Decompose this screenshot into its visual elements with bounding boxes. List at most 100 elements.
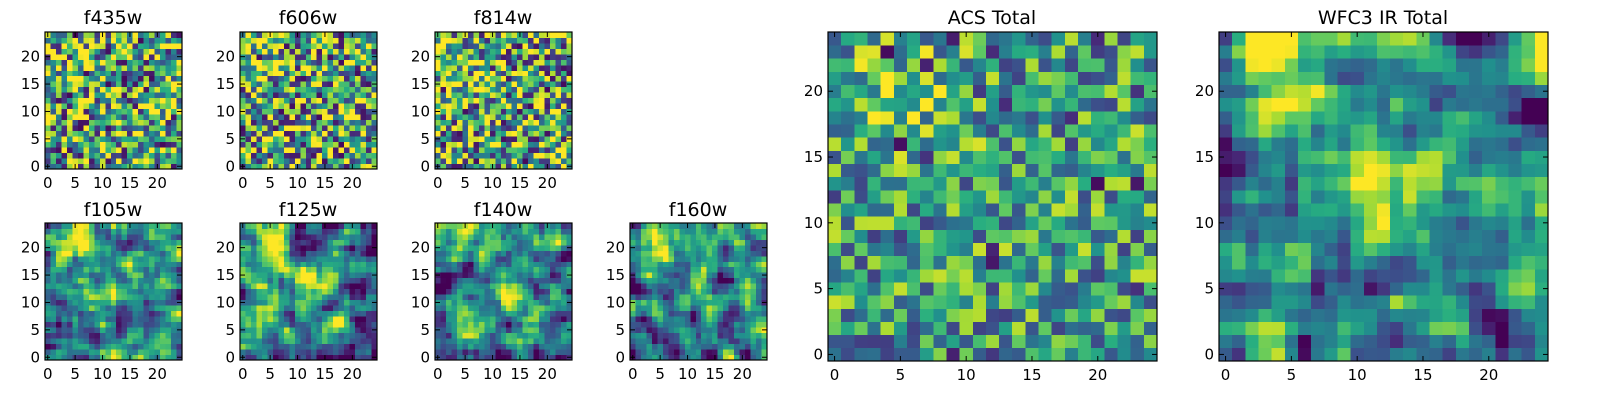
heatmap-cell (160, 255, 166, 262)
heatmap-cell (316, 97, 323, 104)
heatmap-cell (333, 75, 340, 82)
heatmap-cell (311, 349, 318, 355)
heatmap-cell (539, 299, 545, 306)
heatmap-cell (283, 92, 290, 99)
heatmap-cell (630, 250, 636, 257)
heatmap-cell (138, 349, 145, 355)
heatmap-cell (467, 305, 474, 312)
heatmap-cell (316, 108, 323, 115)
heatmap-cell (333, 136, 340, 142)
heatmap-cell (880, 334, 895, 349)
heatmap-cell (322, 338, 329, 344)
heatmap-cell (55, 327, 62, 333)
heatmap-cell (165, 266, 172, 273)
heatmap-cell (171, 119, 177, 126)
heatmap-cell (673, 310, 680, 317)
heatmap-cell (506, 332, 513, 339)
heatmap-cell (55, 277, 62, 284)
heatmap-cell (256, 32, 263, 38)
y-tick-label: 15 (411, 266, 430, 284)
heatmap-cell (561, 354, 567, 361)
heatmap-cell (657, 316, 664, 323)
heatmap-cell (105, 152, 112, 159)
heatmap-cell (55, 108, 62, 115)
heatmap-cell (149, 288, 155, 295)
heatmap-cell (171, 125, 177, 132)
heatmap-cell (99, 255, 106, 262)
heatmap-cell (50, 163, 57, 170)
heatmap-cell (828, 347, 842, 362)
heatmap-cell (300, 266, 307, 273)
heatmap-cell (138, 70, 145, 77)
heatmap-cell (1091, 268, 1105, 283)
heatmap-cell (701, 277, 708, 284)
heatmap-cell (127, 103, 134, 110)
heatmap-cell (1117, 347, 1132, 362)
heatmap-cell (160, 158, 166, 164)
heatmap-cell (121, 37, 128, 44)
heatmap-cell (933, 321, 947, 336)
heatmap-cell (371, 86, 378, 93)
heatmap-cell (495, 228, 502, 235)
heatmap-cell (316, 272, 323, 279)
heatmap-cell (110, 277, 117, 284)
heatmap-cell (55, 321, 62, 328)
heatmap-cell (83, 327, 90, 333)
heatmap-cell (1038, 282, 1053, 296)
heatmap-cell (366, 97, 372, 104)
heatmap-cell (679, 299, 686, 306)
heatmap-cell (283, 163, 290, 170)
heatmap-cell (706, 266, 713, 273)
heatmap-cell (245, 343, 252, 350)
heatmap-cell (116, 119, 123, 126)
heatmap-cell (355, 343, 361, 350)
heatmap-cell (706, 233, 713, 240)
heatmap-cell (143, 299, 150, 306)
heatmap-cell (435, 103, 441, 110)
heatmap-cell (121, 233, 128, 240)
heatmap-cell (61, 97, 68, 104)
heatmap-cell (66, 239, 73, 246)
heatmap-cell (478, 103, 485, 110)
heatmap-cell (316, 261, 323, 268)
x-tick-label: 20 (733, 365, 752, 383)
heatmap-cell (854, 176, 868, 191)
heatmap-cell (261, 228, 268, 235)
heatmap-cell (245, 103, 252, 110)
heatmap-cell (116, 310, 123, 317)
heatmap-cell (349, 272, 356, 279)
heatmap-cell (946, 321, 960, 336)
heatmap-cell (550, 130, 556, 137)
heatmap-cell (171, 86, 177, 93)
heatmap-cell (739, 266, 746, 273)
y-tick-label: 20 (411, 239, 430, 257)
heatmap-cell (690, 228, 697, 235)
heatmap-cell (484, 32, 491, 38)
heatmap-cell (662, 277, 669, 284)
heatmap-cell (127, 114, 134, 121)
heatmap-cell (154, 294, 161, 301)
heatmap-cell (154, 103, 161, 110)
heatmap-cell (322, 97, 329, 104)
heatmap-cell (116, 130, 123, 137)
heatmap-cell (561, 316, 567, 323)
heatmap-cell (355, 321, 361, 328)
heatmap-cell (283, 59, 290, 66)
heatmap-cell (300, 37, 307, 44)
heatmap-cell (662, 288, 669, 295)
heatmap-cell (451, 125, 458, 132)
heatmap-cell (662, 310, 669, 317)
y-tick-label: 5 (30, 130, 40, 148)
heatmap-cell (893, 216, 908, 230)
heatmap-cell (294, 228, 301, 235)
heatmap-cell (630, 349, 636, 355)
heatmap-cell (761, 310, 768, 317)
heatmap-cell (756, 266, 762, 273)
heatmap-cell (116, 299, 123, 306)
heatmap-cell (322, 239, 329, 246)
heatmap-cell (668, 332, 675, 339)
heatmap-cell (278, 343, 285, 350)
heatmap-cell (250, 141, 257, 148)
heatmap-cell (745, 349, 751, 355)
heatmap-cell (338, 321, 345, 328)
